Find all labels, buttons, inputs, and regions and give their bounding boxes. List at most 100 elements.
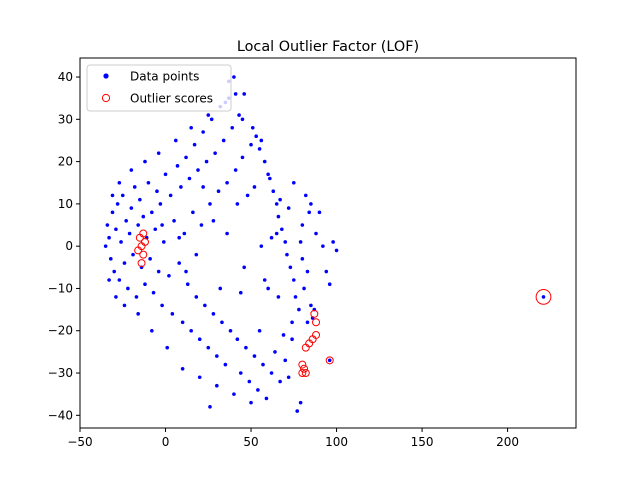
data-point <box>298 240 303 244</box>
data-point <box>317 210 322 215</box>
y-tick-label: 10 <box>58 197 73 211</box>
data-point <box>266 286 270 291</box>
data-point <box>259 244 264 248</box>
data-point <box>163 172 168 177</box>
data-point <box>252 185 257 189</box>
x-tick-label: 150 <box>411 435 434 449</box>
data-point <box>189 125 193 130</box>
data-point <box>194 295 199 299</box>
data-point <box>150 210 154 215</box>
data-point <box>334 248 339 253</box>
legend: Data points Outlier scores <box>86 64 232 112</box>
legend-marker-data-points <box>103 73 109 79</box>
outlier-score-circle <box>300 364 309 373</box>
data-point <box>331 240 335 244</box>
data-point <box>298 400 303 405</box>
data-point <box>240 155 245 160</box>
data-point <box>148 257 152 261</box>
data-point <box>138 197 142 202</box>
data-point <box>257 147 262 151</box>
data-point <box>228 328 233 333</box>
plot-frame <box>79 57 577 429</box>
data-point <box>218 286 223 291</box>
y-tick-label: −40 <box>48 408 73 422</box>
data-point <box>321 244 325 248</box>
data-point <box>127 231 132 236</box>
data-point <box>199 223 204 227</box>
y-tick-label: 20 <box>58 155 73 169</box>
data-point <box>250 125 255 130</box>
outlier-score-circle <box>301 343 310 352</box>
y-tick-label: 40 <box>58 70 73 84</box>
data-point <box>290 320 294 325</box>
data-point <box>211 312 216 316</box>
data-point <box>206 345 211 350</box>
data-point <box>117 180 122 185</box>
data-point <box>206 113 211 117</box>
data-point <box>286 375 291 380</box>
data-point <box>209 117 214 122</box>
data-point <box>327 282 332 287</box>
data-point <box>129 206 134 210</box>
chart-title: Local Outlier Factor (LOF) <box>237 39 419 55</box>
y-tick-label: 0 <box>65 239 73 253</box>
data-point <box>124 219 128 223</box>
data-point <box>278 379 282 384</box>
data-point <box>247 379 252 384</box>
data-point <box>271 189 276 193</box>
y-tick-label: −20 <box>48 324 73 338</box>
data-point <box>225 180 229 185</box>
data-point <box>283 358 288 363</box>
data-point <box>119 240 123 244</box>
data-point <box>201 185 205 189</box>
legend-box <box>86 64 232 112</box>
data-point <box>187 176 192 181</box>
data-point <box>213 151 217 155</box>
data-point <box>114 227 118 232</box>
data-point <box>177 261 181 265</box>
outlier-score-circle <box>298 369 307 378</box>
data-point <box>215 354 219 358</box>
data-point <box>107 235 111 240</box>
data-point <box>129 168 134 172</box>
data-point <box>151 290 156 295</box>
data-point <box>238 371 243 375</box>
data-point <box>216 189 221 193</box>
data-point <box>230 125 235 130</box>
data-point <box>262 278 267 282</box>
data-point <box>300 223 305 227</box>
x-tick-label: 200 <box>496 435 519 449</box>
legend-marker-outlier-scores <box>101 93 111 103</box>
data-point <box>211 219 216 223</box>
data-point <box>285 252 289 257</box>
data-point <box>245 193 250 198</box>
y-tick-label: −10 <box>48 281 73 295</box>
outlier-score-circle <box>310 309 319 318</box>
data-point <box>300 257 305 261</box>
data-point <box>167 273 171 278</box>
data-point <box>184 155 188 160</box>
data-point <box>158 202 163 206</box>
data-point <box>249 400 253 405</box>
data-point <box>264 396 269 401</box>
data-point <box>221 138 226 143</box>
data-point <box>189 328 193 333</box>
data-point <box>297 307 301 312</box>
data-point <box>240 117 245 122</box>
data-point <box>194 252 199 257</box>
data-point <box>276 295 281 299</box>
data-point <box>303 193 308 198</box>
data-point <box>184 269 188 274</box>
data-point <box>131 252 135 257</box>
data-point <box>242 92 246 96</box>
data-point <box>257 328 262 333</box>
data-point <box>175 164 180 168</box>
data-point <box>153 227 158 232</box>
data-point <box>117 278 122 282</box>
data-point <box>132 185 137 189</box>
y-tick-label: 30 <box>58 112 73 126</box>
data-point <box>136 312 140 316</box>
outlier-score-circle <box>301 369 310 378</box>
data-point <box>173 138 178 143</box>
